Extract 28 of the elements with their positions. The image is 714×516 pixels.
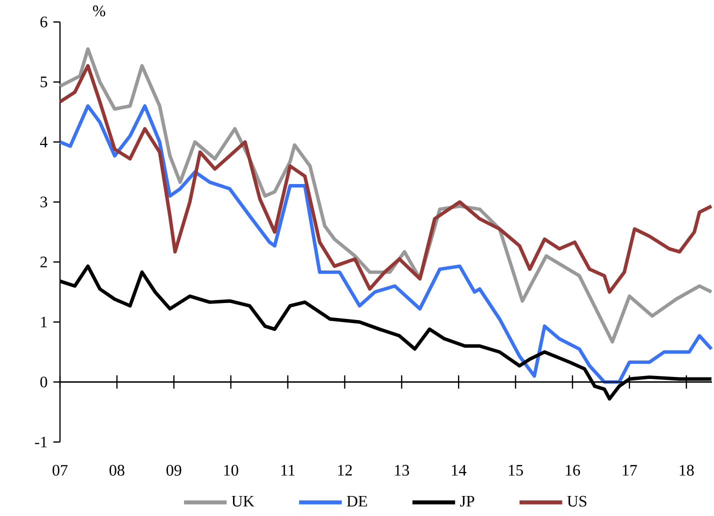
x-tick-label: 17 [622, 464, 637, 476]
x-tick-label: 13 [395, 464, 410, 476]
x-tick-label: 15 [508, 464, 523, 476]
x-tick-label: 18 [680, 464, 694, 476]
y-tick-label: 2 [40, 256, 47, 268]
x-tick-label: 16 [566, 464, 580, 476]
y-tick-label: 0 [40, 376, 48, 388]
y-tick-label: 4 [40, 136, 48, 148]
legend-label: US [567, 496, 586, 507]
legend-label: DE [346, 496, 367, 506]
y-tick-label: 1 [41, 316, 47, 328]
y-tick-label: 3 [40, 196, 48, 208]
x-tick-label: 12 [338, 464, 352, 476]
y-tick-label: -1 [35, 436, 47, 448]
y-tick-label: 5 [40, 76, 48, 88]
legend-label: UK [232, 496, 254, 507]
line-series [58, 47, 714, 344]
x-tick-label: 14 [452, 464, 466, 476]
legend-label: JP [460, 496, 474, 507]
x-tick-label: 09 [166, 464, 182, 476]
line-series [58, 64, 714, 294]
x-tick-label: 08 [110, 464, 124, 476]
y-axis-title: % [93, 6, 106, 16]
line-series [58, 104, 714, 384]
y-tick-label: 6 [40, 16, 48, 28]
x-tick-label: 10 [224, 464, 238, 476]
x-tick-label: 11 [281, 464, 295, 476]
x-tick-label: 07 [52, 464, 68, 476]
